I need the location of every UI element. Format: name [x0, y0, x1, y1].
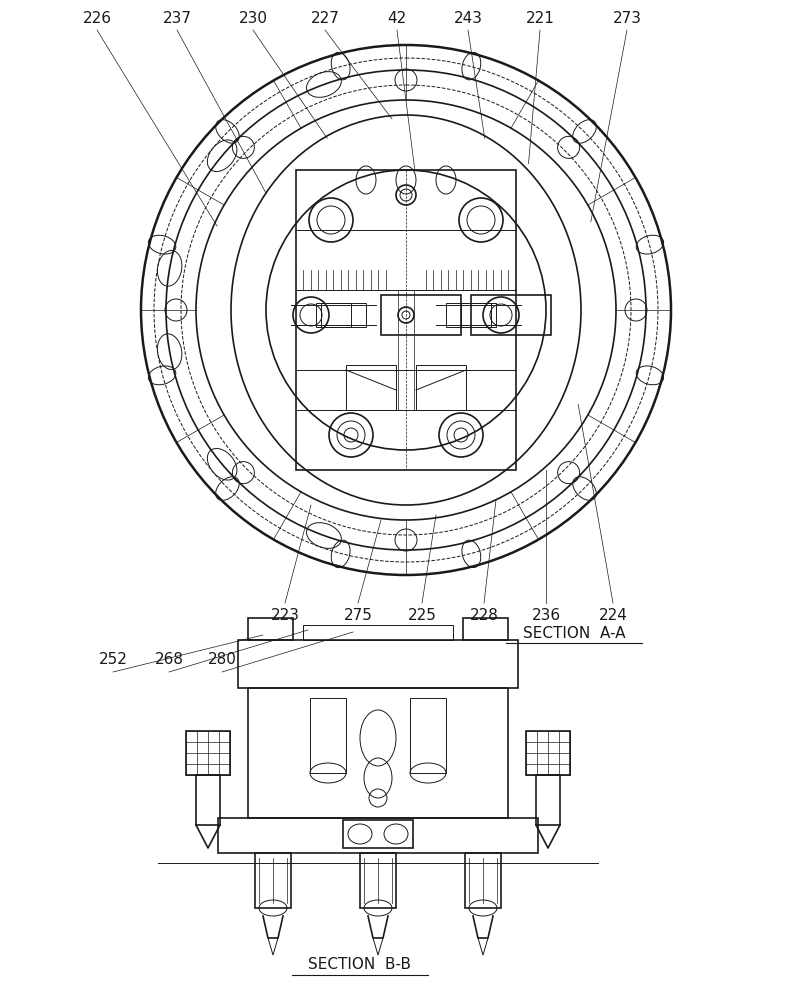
Bar [470, 295, 551, 335]
Bar [526, 731, 569, 775]
Bar [535, 775, 560, 825]
Bar [461, 303, 491, 327]
Bar [195, 775, 220, 825]
Bar [247, 688, 508, 818]
Text: 223: 223 [270, 607, 299, 622]
Text: 273: 273 [611, 11, 641, 26]
Bar [303, 625, 453, 640]
Bar [359, 853, 396, 908]
Text: 230: 230 [238, 11, 267, 26]
Bar [380, 295, 461, 335]
Bar [415, 365, 466, 410]
Bar [410, 698, 445, 773]
Text: SECTION  A-A: SECTION A-A [522, 626, 624, 641]
Bar [320, 303, 350, 327]
Bar [217, 818, 538, 853]
Bar [186, 731, 230, 775]
Bar [342, 820, 413, 848]
Text: 275: 275 [343, 607, 372, 622]
Bar [315, 303, 366, 327]
Text: 280: 280 [208, 652, 236, 668]
Bar [238, 640, 517, 688]
Text: 243: 243 [453, 11, 482, 26]
Bar [465, 853, 500, 908]
Text: 227: 227 [310, 11, 339, 26]
Bar [310, 698, 345, 773]
Text: 224: 224 [598, 607, 627, 622]
Text: 236: 236 [530, 607, 560, 622]
Text: 252: 252 [98, 652, 127, 668]
Bar [296, 170, 515, 470]
Bar [345, 365, 396, 410]
Bar [247, 618, 293, 640]
Text: 228: 228 [469, 607, 498, 622]
Text: 42: 42 [387, 11, 406, 26]
Bar [445, 303, 496, 327]
Bar [255, 853, 290, 908]
Bar [462, 618, 508, 640]
Text: 225: 225 [407, 607, 436, 622]
Text: 226: 226 [83, 11, 111, 26]
Text: 221: 221 [525, 11, 554, 26]
Text: SECTION  B-B: SECTION B-B [308, 957, 411, 972]
Text: 237: 237 [162, 11, 191, 26]
Text: 268: 268 [154, 652, 183, 668]
